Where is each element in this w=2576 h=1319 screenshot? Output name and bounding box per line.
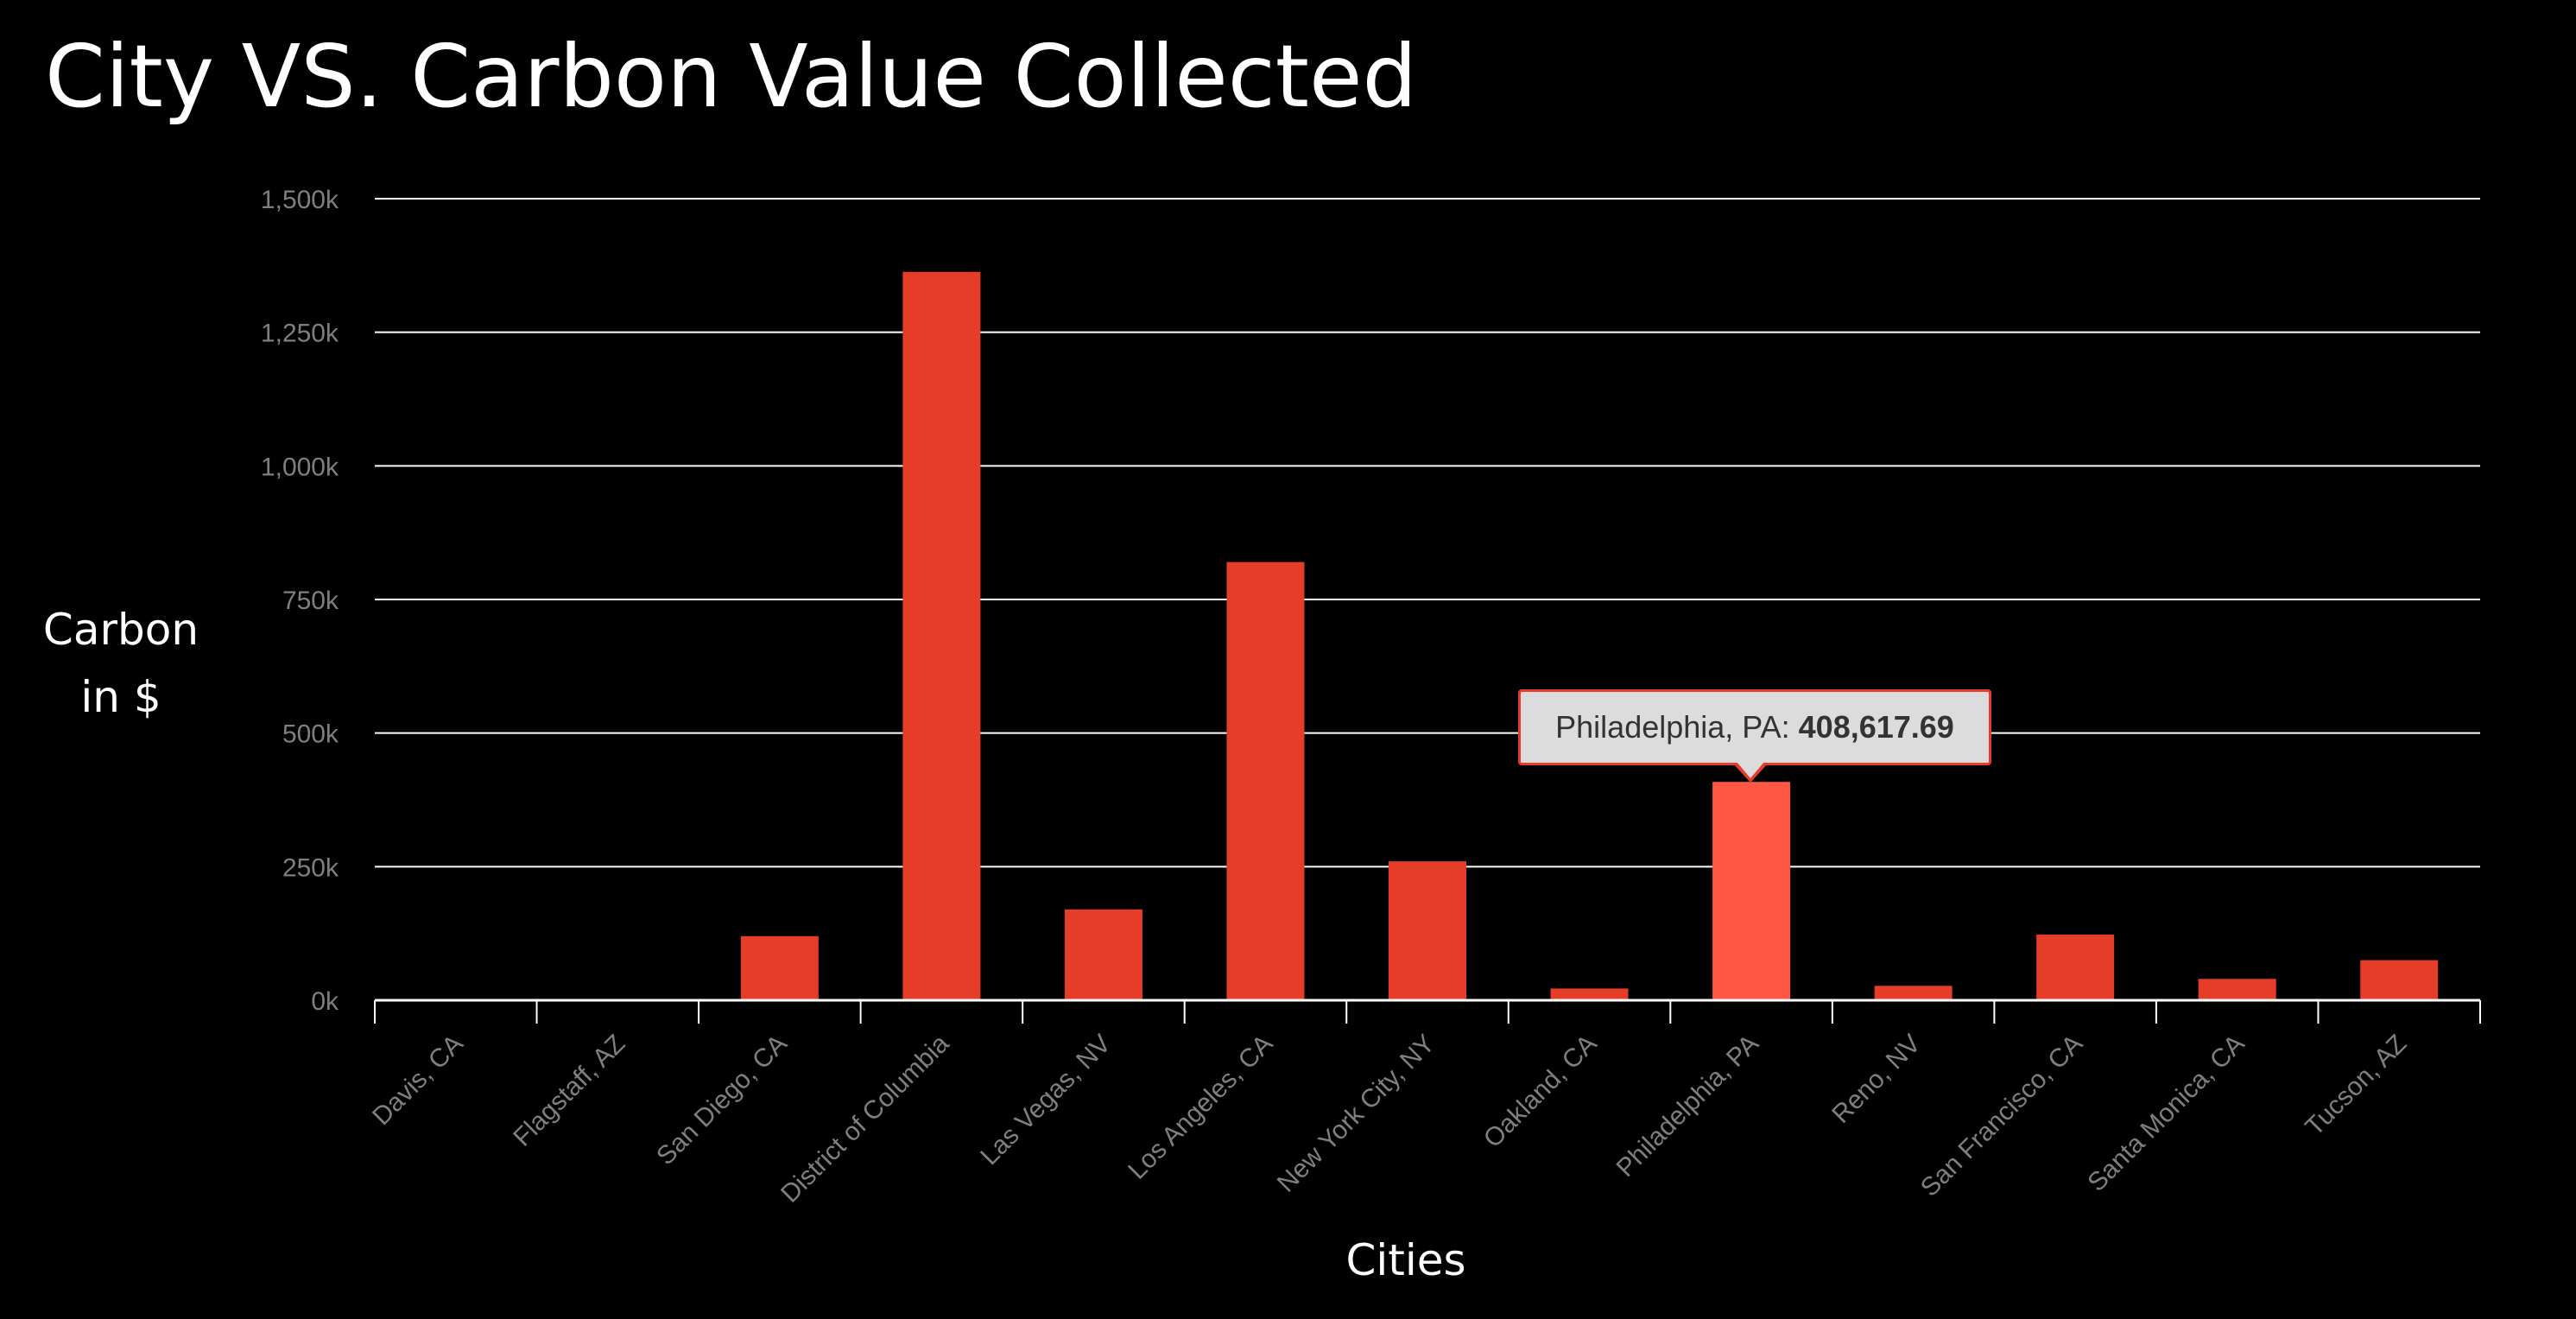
bar[interactable]: [1064, 909, 1142, 1000]
x-axis: [374, 999, 2481, 1024]
tooltip-value: 408,617.69: [1798, 709, 1954, 745]
x-category-label: District of Columbia: [775, 1029, 954, 1208]
bar[interactable]: [2198, 979, 2276, 1000]
tooltip-label: Philadelphia, PA:: [1555, 709, 1799, 745]
y-tick-label: 0k: [311, 987, 339, 1016]
x-category-label: Los Angeles, CA: [1123, 1030, 1278, 1185]
x-category-label: Las Vegas, NV: [975, 1030, 1117, 1171]
x-category-label: Davis, CA: [367, 1030, 469, 1132]
x-category-label: Oakland, CA: [1478, 1030, 1603, 1154]
bar[interactable]: [2360, 960, 2439, 1000]
y-axis-title: Carbon in $: [42, 605, 199, 722]
bar[interactable]: [2036, 934, 2115, 1000]
bar[interactable]: [1226, 561, 1305, 1000]
x-category-label: Tucson, AZ: [2300, 1030, 2412, 1142]
bar[interactable]: [1550, 988, 1629, 1000]
y-tick-label: 750k: [282, 587, 339, 615]
y-tick-label: 1,000k: [261, 453, 339, 481]
x-category-label: Flagstaff, AZ: [508, 1030, 630, 1152]
bar-tooltip: Philadelphia, PA: 408,617.69: [1518, 689, 1991, 765]
x-category-label: Philadelphia, PA: [1611, 1030, 1764, 1183]
x-category-label: Santa Monica, CA: [2082, 1030, 2250, 1197]
bar[interactable]: [902, 271, 981, 1000]
chart-title: City VS. Carbon Value Collected: [45, 26, 1417, 127]
bar[interactable]: [740, 935, 819, 1000]
y-tick-label: 1,500k: [261, 186, 339, 214]
y-tick-label: 250k: [282, 853, 339, 882]
tooltip-arrow-inner: [1737, 762, 1764, 778]
gridlines: [375, 198, 2480, 868]
y-axis-ticks: 0k 250k 500k 750k 1,000k 1,250k 1,500k: [261, 186, 339, 1016]
bars: [740, 271, 2439, 1000]
bar[interactable]: [1389, 861, 1466, 1000]
bar[interactable]: [1712, 782, 1791, 1000]
x-category-label: San Diego, CA: [651, 1030, 793, 1171]
x-category-label: Reno, NV: [1826, 1030, 1926, 1129]
x-category-label: New York City, NY: [1272, 1030, 1440, 1198]
y-tick-label: 500k: [282, 720, 339, 749]
x-axis-title: Cities: [1345, 1235, 1466, 1285]
bar[interactable]: [1874, 986, 1953, 1000]
x-category-label: San Francisco, CA: [1915, 1030, 2088, 1202]
x-axis-category-labels: Davis, CA Flagstaff, AZ San Diego, CADistr…: [367, 1029, 2412, 1208]
y-tick-label: 1,250k: [261, 320, 339, 348]
